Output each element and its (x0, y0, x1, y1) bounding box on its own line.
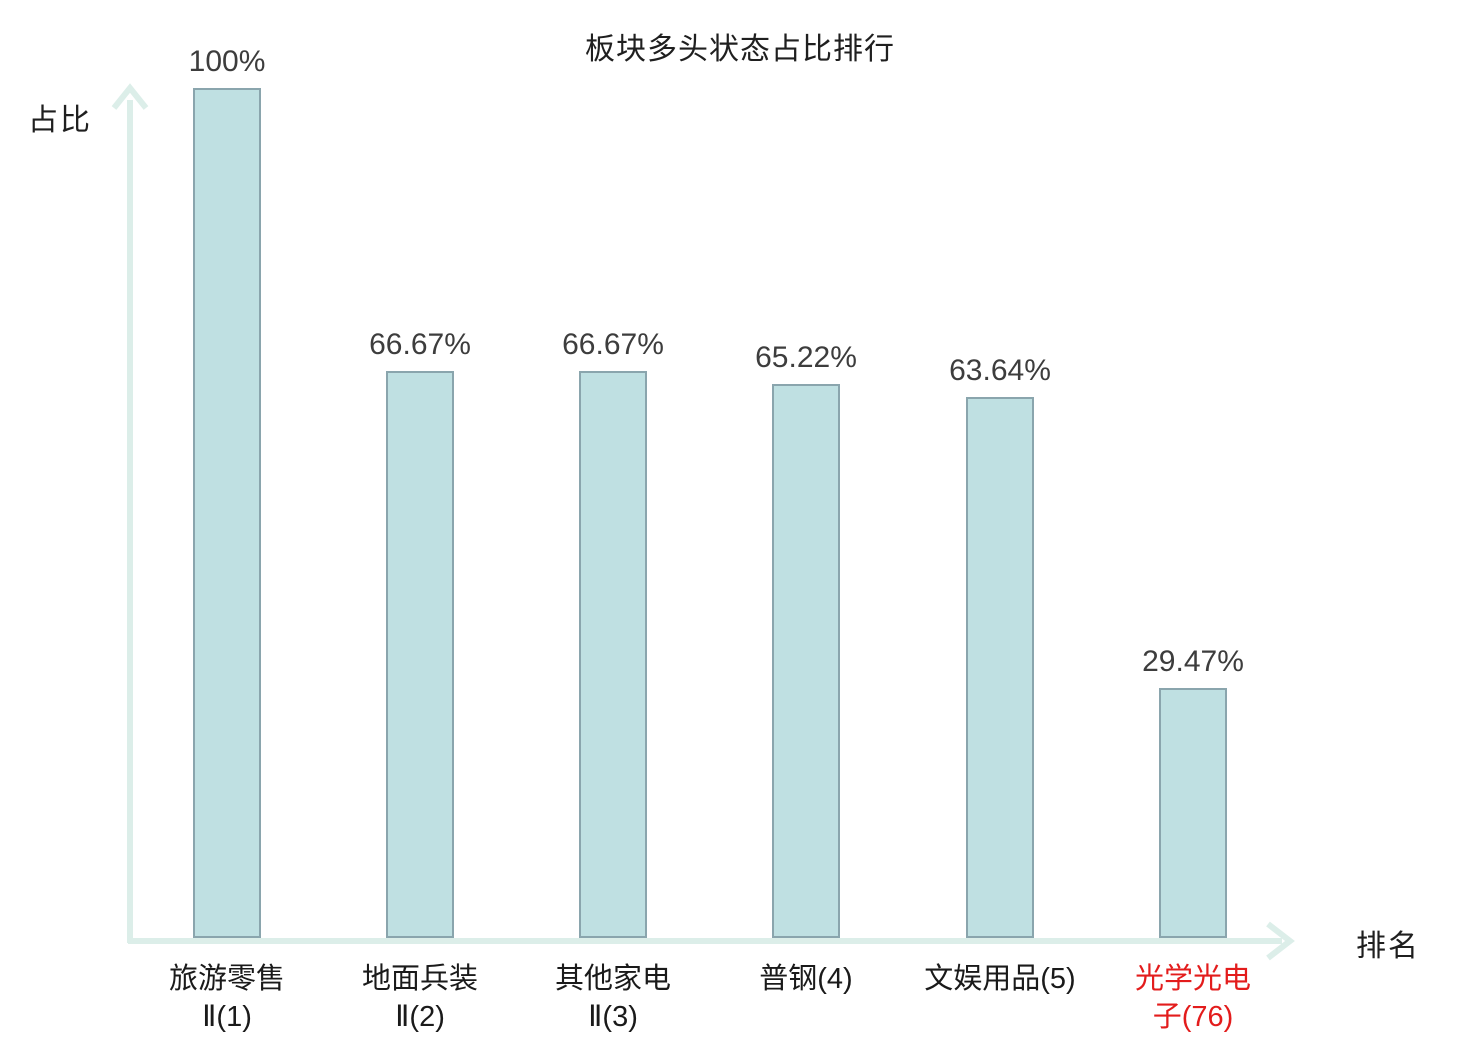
bar-value-label: 63.64% (949, 354, 1051, 387)
category-label: 旅游零售 Ⅱ(1) (67, 960, 387, 1036)
bar (193, 88, 261, 938)
x-axis-arrow-icon (1266, 921, 1295, 961)
bar-value-label: 100% (188, 45, 266, 78)
bar-value-label: 66.67% (562, 328, 664, 361)
bar (966, 397, 1034, 938)
category-label: 其他家电 Ⅱ(3) (453, 960, 773, 1036)
category-label-line1: 文娱用品(5) (924, 963, 1076, 995)
bar-value-label: 65.22% (755, 341, 857, 374)
category-label-line1: 普钢(4) (759, 963, 853, 995)
category-label: 普钢(4) (646, 960, 966, 998)
bar-slot: 29.47% (1142, 645, 1244, 938)
y-axis-label: 占比 (28, 104, 92, 137)
y-axis-arrow-icon (111, 83, 149, 110)
category-label: 光学光电 子(76) (1033, 960, 1353, 1036)
chart-title: 板块多头状态占比排行 (585, 33, 895, 66)
category-label-line2: Ⅱ(2) (395, 1001, 445, 1033)
bar-slot: 66.67% (369, 328, 471, 938)
category-label-line2: Ⅱ(3) (588, 1001, 638, 1033)
bar-value-label: 29.47% (1142, 645, 1244, 678)
category-label-line2: 子(76) (1152, 1001, 1234, 1033)
bar-slot: 65.22% (755, 341, 857, 938)
bar (579, 371, 647, 938)
bar (1159, 688, 1227, 938)
bar-slot: 100% (189, 45, 265, 938)
bar (772, 384, 840, 938)
category-label-line1: 地面兵装 (361, 963, 478, 995)
bar-value-label: 66.67% (369, 328, 471, 361)
bar-slot: 63.64% (949, 354, 1051, 938)
category-label-line1: 光学光电 (1134, 963, 1251, 995)
x-axis-label: 排名 (1356, 930, 1420, 963)
category-label-line1: 旅游零售 (168, 963, 285, 995)
bar (386, 371, 454, 938)
category-label-line1: 其他家电 (554, 963, 671, 995)
category-label: 地面兵装 Ⅱ(2) (260, 960, 580, 1036)
category-label-line2: Ⅱ(1) (202, 1001, 252, 1033)
category-label: 文娱用品(5) (840, 960, 1160, 998)
bar-slot: 66.67% (562, 328, 664, 938)
